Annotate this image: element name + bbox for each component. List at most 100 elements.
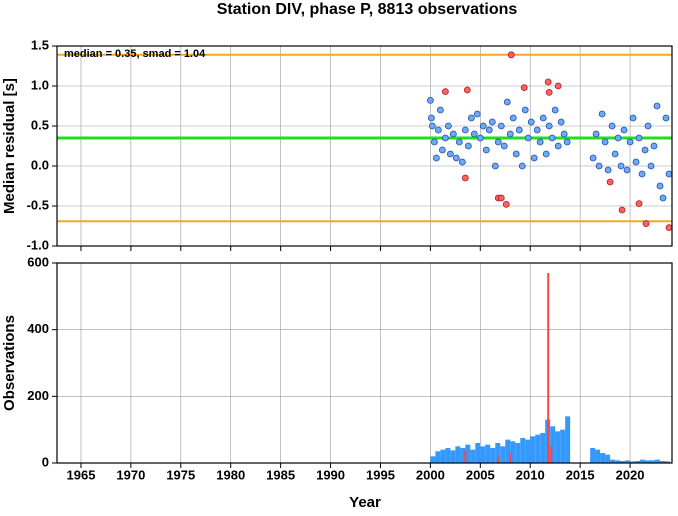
point xyxy=(455,138,463,146)
bar xyxy=(485,444,491,463)
point xyxy=(488,118,496,126)
bar xyxy=(520,438,526,463)
spike xyxy=(547,273,550,463)
bar xyxy=(620,461,626,463)
point xyxy=(446,150,454,158)
point xyxy=(479,122,487,130)
bar xyxy=(595,449,601,463)
point xyxy=(432,154,440,162)
point xyxy=(444,122,452,130)
bar xyxy=(490,448,496,463)
point xyxy=(548,134,556,142)
point xyxy=(441,134,449,142)
point xyxy=(554,142,562,150)
point xyxy=(470,130,478,138)
y-tick-label: 400 xyxy=(27,321,49,336)
point xyxy=(601,138,609,146)
x-tick-label: 1975 xyxy=(166,467,195,482)
point xyxy=(502,200,510,208)
point xyxy=(545,89,553,96)
point xyxy=(606,178,614,186)
point xyxy=(544,78,552,86)
point xyxy=(494,138,502,146)
point xyxy=(626,138,634,146)
point xyxy=(629,114,637,122)
point xyxy=(656,182,664,190)
spike xyxy=(550,446,553,463)
bar xyxy=(605,454,611,463)
y-tick-label: -1.0 xyxy=(27,237,49,252)
point xyxy=(647,162,655,170)
x-tick-label: 2005 xyxy=(466,467,495,482)
bar xyxy=(640,459,646,463)
bar xyxy=(460,448,466,463)
point xyxy=(436,106,444,114)
bar xyxy=(535,434,541,463)
bar xyxy=(430,456,436,463)
bar xyxy=(615,460,621,463)
point xyxy=(461,126,469,134)
bar xyxy=(475,443,481,463)
point xyxy=(515,126,523,134)
chart-title: Station DIV, phase P, 8813 observations xyxy=(217,1,518,18)
point xyxy=(464,142,472,150)
bar xyxy=(660,461,666,463)
point xyxy=(428,122,436,130)
point xyxy=(604,166,612,174)
bar xyxy=(590,448,596,463)
spike xyxy=(509,453,512,463)
point xyxy=(467,114,475,122)
point xyxy=(482,146,490,154)
point xyxy=(659,194,667,202)
bar xyxy=(540,433,546,463)
bar xyxy=(650,460,656,463)
point xyxy=(461,174,469,182)
point xyxy=(650,142,658,150)
point xyxy=(665,170,672,178)
point xyxy=(503,98,511,106)
point xyxy=(618,206,626,214)
bar xyxy=(480,446,486,463)
bar xyxy=(610,459,616,463)
y-tick-label: 1.0 xyxy=(31,77,49,92)
point xyxy=(438,146,446,154)
point xyxy=(665,224,672,231)
point xyxy=(497,194,505,202)
point xyxy=(434,126,442,134)
bar xyxy=(555,431,561,463)
bar xyxy=(525,439,531,463)
x-tick-label: 1990 xyxy=(316,467,345,482)
point xyxy=(641,146,649,154)
y-tick-label: -0.5 xyxy=(27,197,49,212)
bar xyxy=(440,449,446,463)
point xyxy=(638,170,646,178)
x-axis-label: Year xyxy=(349,494,381,511)
point xyxy=(500,142,508,150)
point xyxy=(592,130,600,138)
point xyxy=(662,114,670,122)
y-axis-label: Median residual [s] xyxy=(1,78,18,214)
bar xyxy=(645,460,651,463)
point xyxy=(524,134,532,142)
bar xyxy=(510,441,516,463)
point xyxy=(518,162,526,170)
frame xyxy=(56,45,673,247)
bar xyxy=(505,439,511,463)
y-axis-label: Observations xyxy=(1,315,18,411)
x-tick-label: 1995 xyxy=(366,467,395,482)
point xyxy=(608,122,616,130)
point xyxy=(623,166,631,174)
point xyxy=(473,110,481,118)
point xyxy=(507,51,515,59)
point xyxy=(635,200,643,208)
point xyxy=(452,154,460,162)
point xyxy=(617,162,625,170)
point xyxy=(539,114,547,122)
plot-area xyxy=(57,263,672,463)
bar xyxy=(515,443,521,463)
bar xyxy=(630,461,636,463)
bar xyxy=(635,461,641,463)
point xyxy=(521,106,529,114)
bar xyxy=(550,426,556,463)
point xyxy=(491,162,499,170)
